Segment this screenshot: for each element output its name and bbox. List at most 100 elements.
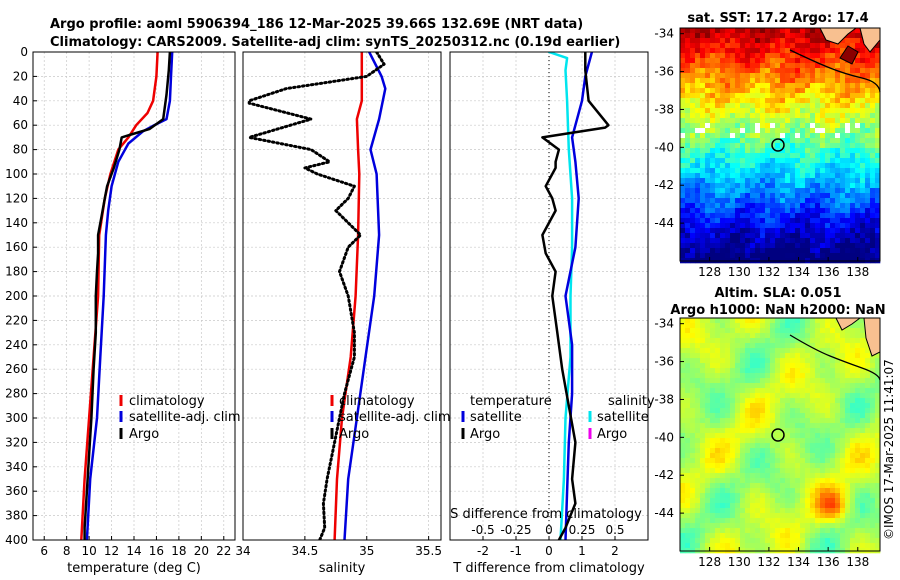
sst-cell xyxy=(875,158,881,164)
sst-cell xyxy=(875,218,881,224)
sla-cell xyxy=(815,408,821,414)
sst-cell xyxy=(875,113,881,119)
sla-cell xyxy=(740,338,746,344)
sst-cell xyxy=(805,168,811,174)
sst-cell xyxy=(695,163,701,169)
sst-cell xyxy=(775,168,781,174)
sla-cell xyxy=(735,328,741,334)
sst-cell xyxy=(770,118,776,124)
sla-cell xyxy=(810,353,816,359)
sst-cell xyxy=(870,158,876,164)
sst-cell xyxy=(870,188,876,194)
sla-cell xyxy=(710,498,716,504)
sla-cell xyxy=(825,488,831,494)
sla-cell xyxy=(830,373,836,379)
sst-cell xyxy=(770,83,776,89)
sst-cell xyxy=(860,123,866,129)
sst-cell xyxy=(765,183,771,189)
sst-cell xyxy=(720,38,726,44)
sst-cell xyxy=(865,148,871,154)
sla-cell xyxy=(855,498,861,504)
sst-cell xyxy=(825,113,831,119)
sst-cell xyxy=(705,108,711,114)
sst-cell xyxy=(840,233,846,239)
sla-cell xyxy=(820,428,826,434)
sla-cell xyxy=(860,453,866,459)
sst-cell xyxy=(685,48,691,54)
sst-cell xyxy=(710,78,716,84)
sst-cell xyxy=(790,173,796,179)
sst-cell xyxy=(775,163,781,169)
sla-cell xyxy=(740,348,746,354)
sla-cell xyxy=(840,393,846,399)
sla-cell xyxy=(685,413,691,419)
sla-cell xyxy=(820,473,826,479)
sla-cell xyxy=(765,478,771,484)
sst-cell xyxy=(720,198,726,204)
sla-cell xyxy=(770,463,776,469)
sst-cell xyxy=(735,223,741,229)
sla-cell xyxy=(730,513,736,519)
sla-cell xyxy=(745,373,751,379)
sst-cell xyxy=(700,168,706,174)
sla-cell xyxy=(720,468,726,474)
sla-cell xyxy=(715,383,721,389)
sla-cell xyxy=(685,483,691,489)
sla-cell xyxy=(850,533,856,539)
series-line-satellite-adj-clim xyxy=(343,52,387,540)
sla-cell xyxy=(745,393,751,399)
sla-cell xyxy=(830,543,836,549)
sla-cell xyxy=(700,318,706,324)
sst-cell xyxy=(720,28,726,34)
sst-cell xyxy=(695,228,701,234)
sla-cell xyxy=(805,363,811,369)
sla-cell xyxy=(785,463,791,469)
sst-cell xyxy=(765,73,771,79)
sla-cell xyxy=(715,353,721,359)
sst-cell xyxy=(760,238,766,244)
sst-cell xyxy=(680,58,686,64)
sla-cell xyxy=(775,543,781,549)
sla-cell xyxy=(785,333,791,339)
sst-cell xyxy=(680,203,686,209)
sla-cell xyxy=(700,338,706,344)
sla-cell xyxy=(705,428,711,434)
sla-cell xyxy=(780,513,786,519)
sst-cell xyxy=(795,168,801,174)
series-line-t-diff-satellite xyxy=(564,52,594,540)
sst-cell xyxy=(750,153,756,159)
sst-cell xyxy=(740,68,746,74)
sla-cell xyxy=(845,518,851,524)
sla-cell xyxy=(860,423,866,429)
sla-cell xyxy=(735,518,741,524)
sla-cell xyxy=(735,488,741,494)
sst-heatmap xyxy=(680,28,881,264)
sst-cell xyxy=(740,188,746,194)
sst-cell xyxy=(700,223,706,229)
sst-cell xyxy=(835,208,841,214)
sst-cell xyxy=(820,123,826,129)
sla-cell xyxy=(815,393,821,399)
sst-cell xyxy=(700,198,706,204)
sst-cell xyxy=(735,63,741,69)
sla-cell xyxy=(740,388,746,394)
sla-cell xyxy=(765,543,771,549)
sla-cell xyxy=(740,523,746,529)
sst-cell xyxy=(815,143,821,149)
sla-cell xyxy=(855,458,861,464)
sst-cell xyxy=(875,203,881,209)
x-tick-label: 0 xyxy=(545,544,553,558)
sst-cell xyxy=(735,228,741,234)
sla-cell xyxy=(785,488,791,494)
sst-cell xyxy=(820,58,826,64)
sst-cell xyxy=(720,168,726,174)
sla-cell xyxy=(775,383,781,389)
sla-cell xyxy=(715,398,721,404)
sst-cell xyxy=(845,68,851,74)
sla-cell xyxy=(830,438,836,444)
sst-cell xyxy=(840,208,846,214)
sla-cell xyxy=(805,503,811,509)
sst-cell xyxy=(740,183,746,189)
sst-cell xyxy=(680,223,686,229)
sla-cell xyxy=(690,513,696,519)
